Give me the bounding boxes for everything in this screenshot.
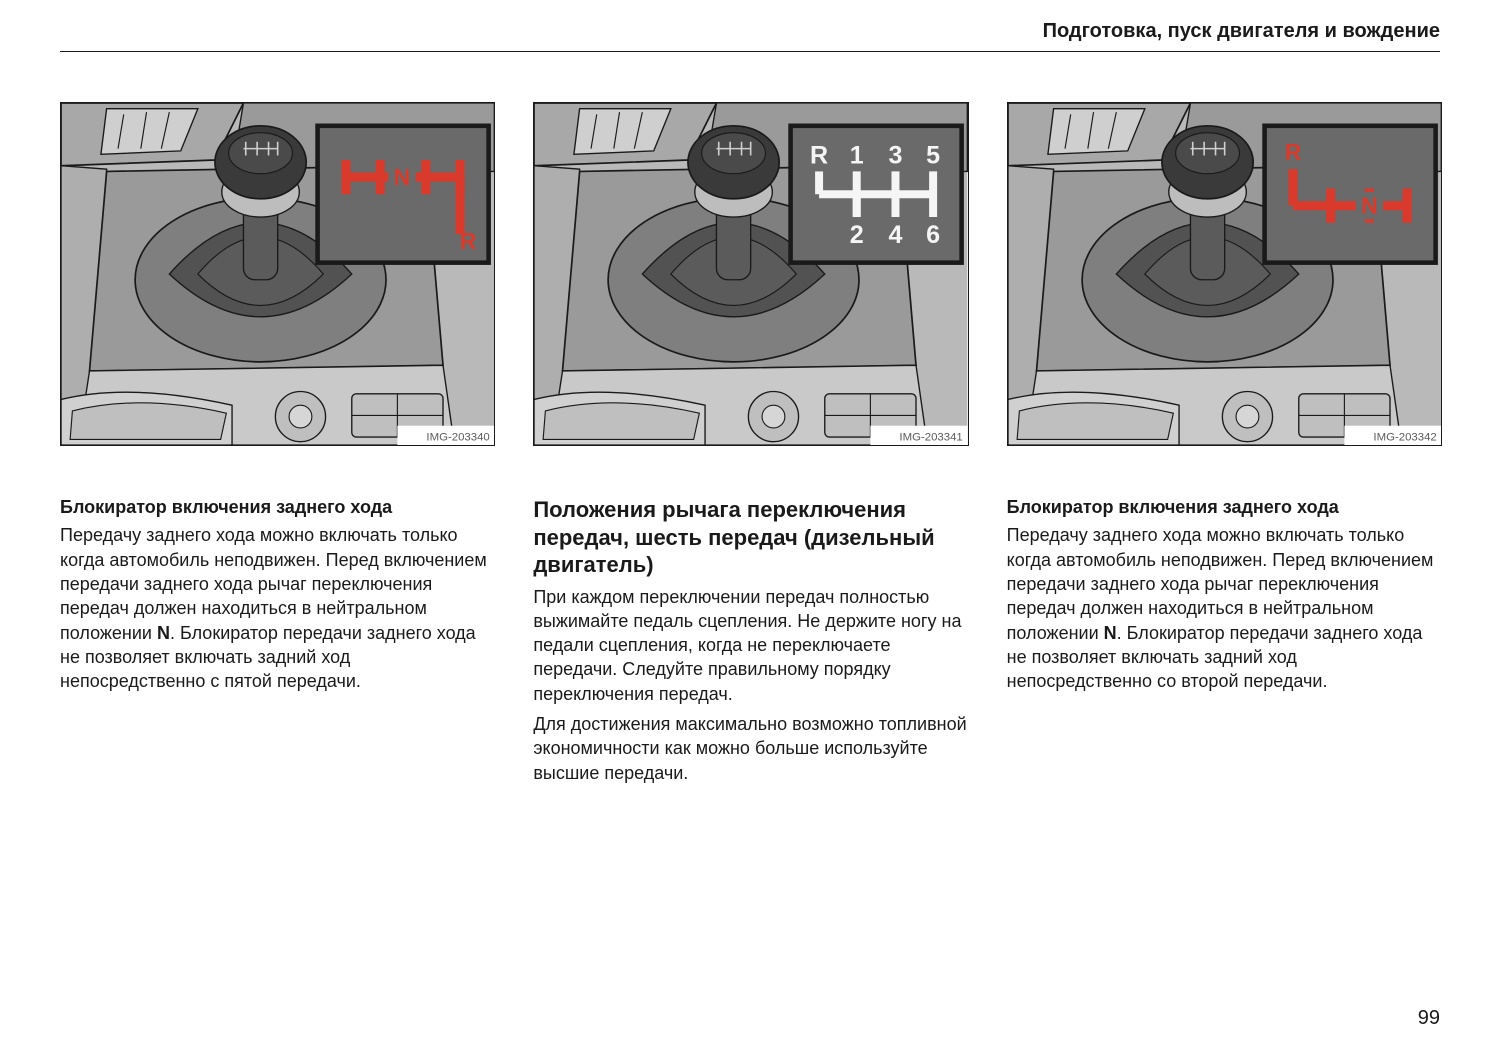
col1-title: Блокиратор включения заднего хода bbox=[60, 496, 493, 519]
svg-text:R: R bbox=[460, 228, 476, 254]
col3-title: Блокиратор включения заднего хода bbox=[1007, 496, 1440, 519]
svg-text:3: 3 bbox=[889, 141, 903, 169]
column-3: R N IMG-203342 Блокиратор включения задн… bbox=[1007, 102, 1440, 791]
col1-p1: Передачу заднего хода можно включать тол… bbox=[60, 523, 493, 693]
figure-1: N R IMG-203340 bbox=[60, 102, 495, 446]
col2-p2: Для достижения максимально возможно топл… bbox=[533, 712, 966, 785]
column-1: N R IMG-203340 Блокиратор включения задн… bbox=[60, 102, 493, 791]
page-header: Подготовка, пуск двигателя и вождение bbox=[60, 20, 1440, 52]
svg-text:N: N bbox=[394, 164, 410, 190]
svg-text:4: 4 bbox=[889, 221, 903, 249]
svg-text:N: N bbox=[1361, 193, 1377, 219]
svg-text:6: 6 bbox=[926, 221, 940, 249]
gear-illustration-3: R N IMG-203342 bbox=[1008, 103, 1441, 445]
col3-p1: Передачу заднего хода можно включать тол… bbox=[1007, 523, 1440, 693]
svg-text:5: 5 bbox=[926, 141, 940, 169]
svg-text:1: 1 bbox=[850, 141, 864, 169]
gear-illustration-2: R 1 3 5 2 4 6 IMG-203341 bbox=[534, 103, 967, 445]
manual-page: Подготовка, пуск двигателя и вождение bbox=[0, 0, 1500, 1058]
svg-text:R: R bbox=[1285, 139, 1301, 165]
col2-title: Положения рычага переключения передач, ш… bbox=[533, 496, 966, 579]
content-columns: N R IMG-203340 Блокиратор включения задн… bbox=[60, 102, 1440, 791]
svg-text:2: 2 bbox=[850, 221, 864, 249]
figure-id-1: IMG-203340 bbox=[426, 432, 489, 444]
svg-text:R: R bbox=[810, 141, 828, 169]
figure-2: R 1 3 5 2 4 6 IMG-203341 bbox=[533, 102, 968, 446]
figure-id-3: IMG-203342 bbox=[1373, 432, 1436, 444]
page-number: 99 bbox=[1418, 1007, 1440, 1030]
figure-3: R N IMG-203342 bbox=[1007, 102, 1442, 446]
header-title: Подготовка, пуск двигателя и вождение bbox=[1043, 20, 1440, 42]
col2-p1: При каждом переключении передач полность… bbox=[533, 585, 966, 706]
gear-illustration-1: N R IMG-203340 bbox=[61, 103, 494, 445]
figure-id-2: IMG-203341 bbox=[900, 432, 963, 444]
column-2: R 1 3 5 2 4 6 IMG-203341 Положения рычаг… bbox=[533, 102, 966, 791]
